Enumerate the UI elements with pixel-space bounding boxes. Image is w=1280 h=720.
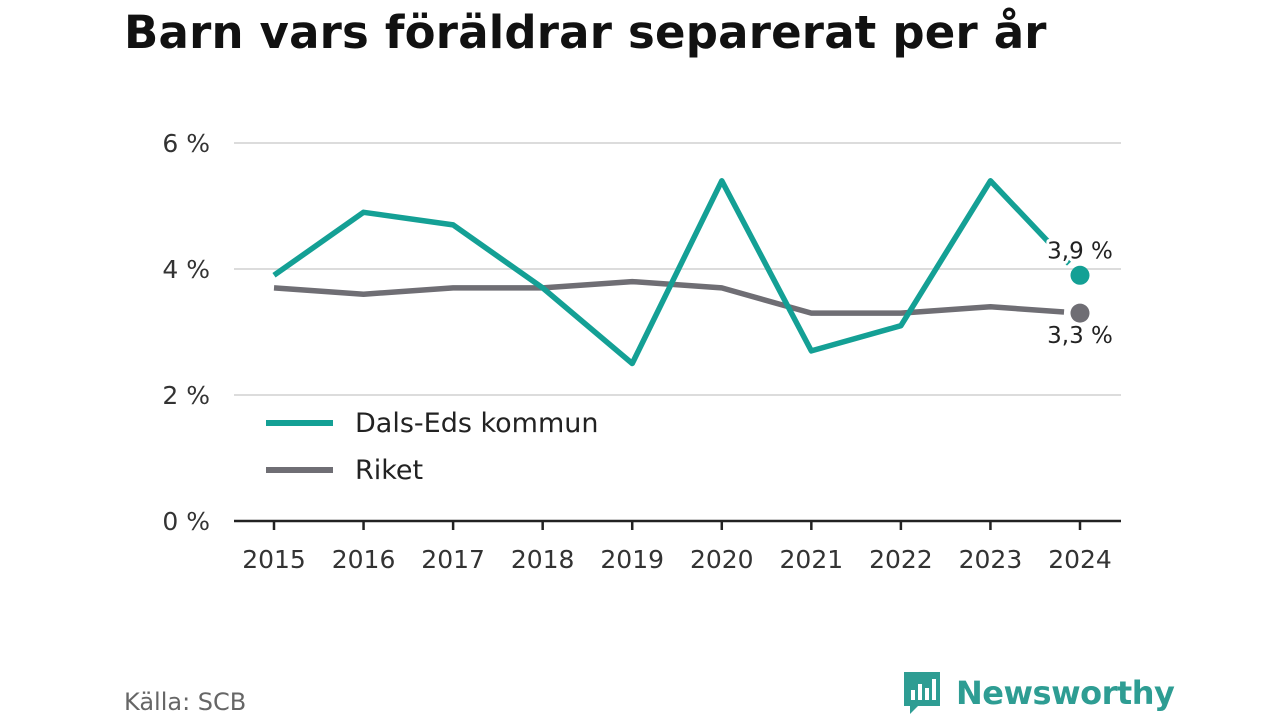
x-tick-label: 2015 — [242, 545, 306, 574]
source-note: Källa: SCB — [124, 688, 247, 716]
y-tick-label: 2 % — [162, 381, 210, 410]
y-tick-label: 6 % — [162, 129, 210, 158]
legend-label: Dals-Eds kommun — [355, 408, 599, 439]
x-tick-label: 2019 — [600, 545, 664, 574]
end-value-label: 3,3 % — [1047, 323, 1113, 349]
x-tick-label: 2020 — [690, 545, 754, 574]
x-tick-label: 2018 — [511, 545, 575, 574]
x-tick-label: 2024 — [1048, 545, 1112, 574]
brand-name: Newsworthy — [956, 674, 1175, 712]
legend-label: Riket — [355, 455, 423, 486]
x-tick-label: 2017 — [421, 545, 485, 574]
series-line-dals-eds — [272, 178, 1071, 367]
y-tick-label: 0 % — [162, 507, 210, 536]
end-value-label: 3,9 % — [1047, 238, 1113, 264]
chart-title: Barn vars föräldrar separerat per år — [124, 6, 1047, 59]
y-tick-label: 4 % — [162, 255, 210, 284]
series-line-riket — [273, 278, 1065, 316]
x-tick-label: 2022 — [869, 545, 933, 574]
x-tick-label: 2021 — [780, 545, 844, 574]
line-chart: 0 % 2 % 4 % 6 % 2015 2016 2017 2018 2019 2020 2021… — [162, 129, 1121, 574]
newsworthy-logo-icon — [904, 672, 940, 714]
end-point-marker — [1070, 265, 1090, 285]
x-tick-label: 2023 — [959, 545, 1023, 574]
brand: Newsworthy — [902, 670, 1175, 716]
x-tick-label: 2016 — [332, 545, 396, 574]
end-point-marker — [1070, 303, 1090, 323]
